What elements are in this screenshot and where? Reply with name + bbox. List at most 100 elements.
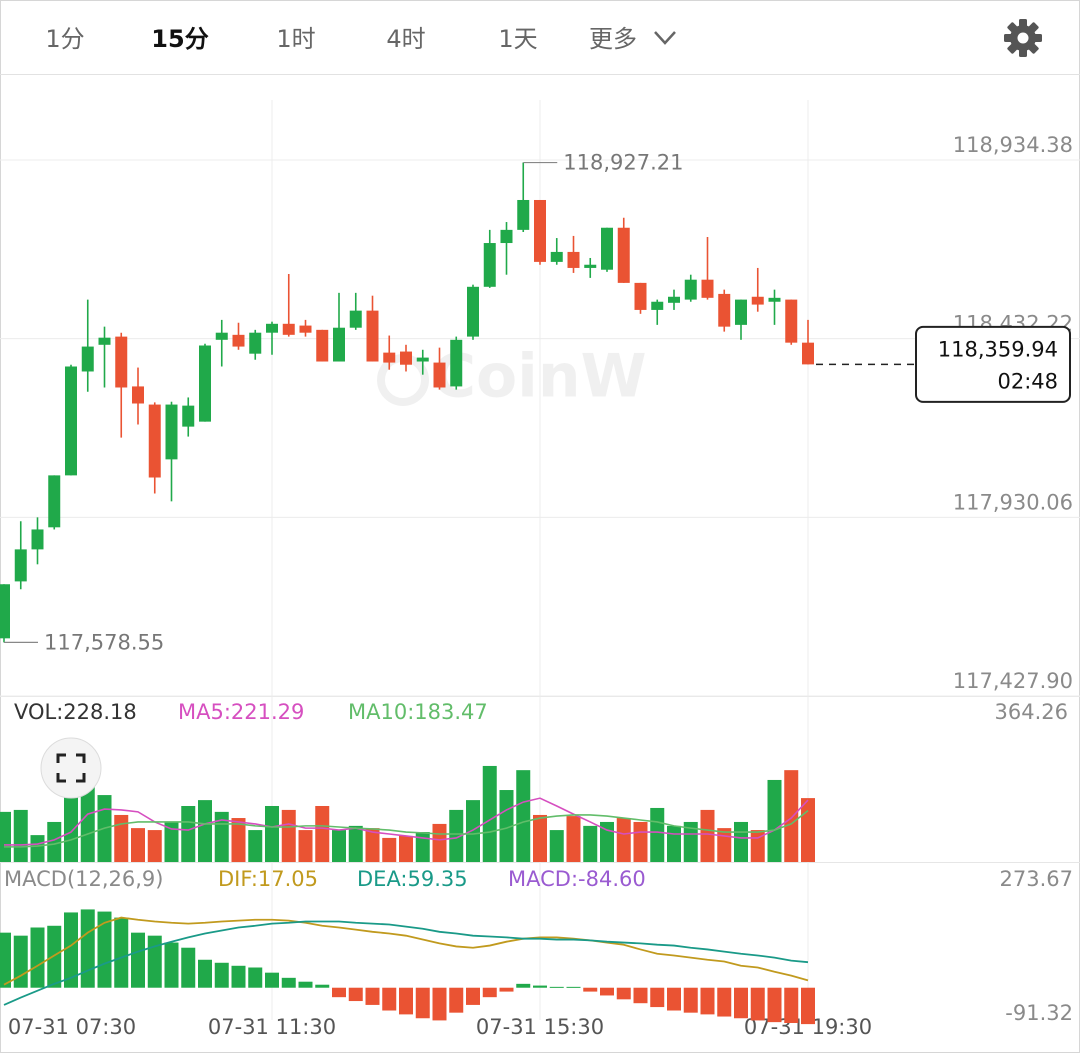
legend-label: VOL:228.18 <box>14 700 137 724</box>
chevron-icon[interactable] <box>654 31 676 45</box>
volume-bar <box>449 809 464 862</box>
volume-bar <box>365 828 380 862</box>
volume-bar <box>131 828 145 862</box>
macd-bar <box>750 987 765 1021</box>
macd-bar <box>332 987 346 998</box>
tab[interactable]: 4时 <box>386 25 425 53</box>
macd-line <box>3 920 809 1006</box>
candle-body <box>768 297 781 302</box>
macd-bar <box>147 935 162 988</box>
fullscreen-button[interactable] <box>40 737 102 799</box>
volume-bar <box>683 821 698 862</box>
candle-body <box>266 323 278 333</box>
volume-bar <box>30 835 45 862</box>
macd-bar <box>281 977 296 988</box>
volume-bar <box>667 825 681 862</box>
candle-body <box>534 199 546 262</box>
macd-bar <box>114 917 129 988</box>
volume-bar <box>600 821 614 862</box>
volume-bar <box>0 811 11 862</box>
volume-bar <box>415 832 430 862</box>
volume-bar <box>432 823 447 862</box>
candle-body <box>366 310 379 362</box>
macd-bar <box>315 984 330 988</box>
volume-bar <box>64 795 78 862</box>
macd-bar <box>13 935 28 988</box>
candle-body <box>617 227 630 283</box>
candle-body <box>132 386 144 404</box>
volume-bar <box>516 770 531 862</box>
gear-hole <box>1017 32 1029 44</box>
volume-bar <box>281 809 296 862</box>
volume-bar <box>382 837 397 862</box>
ma-line <box>4 797 809 846</box>
macd-bar <box>549 986 564 988</box>
plot: 118,934.38118,432.22117,930.06117,427.90… <box>0 100 1080 1039</box>
macd-bar <box>734 987 748 1019</box>
y-tick-label: -91.32 <box>1005 1001 1073 1025</box>
candle-body <box>634 282 647 310</box>
volume-bar <box>717 828 732 862</box>
macd-bar <box>499 987 514 992</box>
candle-body <box>249 332 262 354</box>
volume-bar <box>767 779 782 862</box>
macd-bar <box>600 987 614 996</box>
macd-bar <box>650 987 665 1008</box>
y-tick-label: 364.26 <box>995 700 1068 724</box>
macd-bar <box>97 911 112 988</box>
volume-bar <box>47 821 62 862</box>
watermark: CoinW <box>377 342 647 412</box>
volume-bar <box>315 805 330 862</box>
volume-bar <box>583 825 598 862</box>
candle-body <box>668 296 680 303</box>
volume-bar <box>164 821 179 862</box>
volume-bar <box>466 800 480 862</box>
volume-bar <box>533 814 547 862</box>
volume-bar <box>248 830 263 862</box>
legend-label: MACD:-84.60 <box>508 867 646 891</box>
tab[interactable]: 1时 <box>276 25 315 53</box>
candle-body <box>215 332 228 340</box>
tab-bar: 1分 15分 1时 4时 1天 更多 <box>0 19 1080 75</box>
volume-bar <box>633 821 648 862</box>
macd-bar <box>566 986 581 988</box>
candle-body <box>316 329 329 362</box>
macd-bar <box>64 912 78 988</box>
tab[interactable]: 1天 <box>498 25 537 53</box>
tab[interactable]: 更多 <box>589 25 637 53</box>
macd-bar <box>399 987 413 1015</box>
volume-bar <box>13 809 28 862</box>
settings-icon[interactable] <box>1004 19 1042 57</box>
volume-bar <box>700 809 715 862</box>
macd-bar <box>214 962 229 988</box>
candle-body <box>550 251 563 262</box>
tab[interactable]: 1分 <box>45 25 84 53</box>
candle-body <box>802 342 814 365</box>
candle-body <box>165 404 178 460</box>
candle-body <box>81 346 94 372</box>
x-tick-label: 07-31 15:30 <box>476 1015 604 1039</box>
volume-bar <box>198 800 212 862</box>
macd-bar <box>198 959 212 988</box>
candle-body <box>400 351 412 365</box>
volume-bar <box>298 830 313 862</box>
volume-bar <box>399 835 413 862</box>
extreme-label: 117,578.55 <box>44 630 164 654</box>
macd-bar <box>231 965 246 988</box>
candle-body <box>182 405 195 427</box>
candle-body <box>684 279 697 300</box>
legend-label: DIF:17.05 <box>218 867 318 891</box>
candle-body <box>65 366 77 476</box>
macd-line <box>3 916 809 986</box>
candle-body <box>148 404 161 478</box>
macd-bar <box>616 987 631 1000</box>
countdown-label: 02:48 <box>997 369 1058 393</box>
tab[interactable]: 15分 <box>151 25 208 53</box>
macd-bar <box>415 987 430 1019</box>
legend-label: MA5:221.29 <box>178 700 304 724</box>
candle-body <box>98 337 111 345</box>
candle-body <box>48 475 61 528</box>
macd-bar <box>298 981 313 988</box>
macd-bar <box>47 925 62 988</box>
